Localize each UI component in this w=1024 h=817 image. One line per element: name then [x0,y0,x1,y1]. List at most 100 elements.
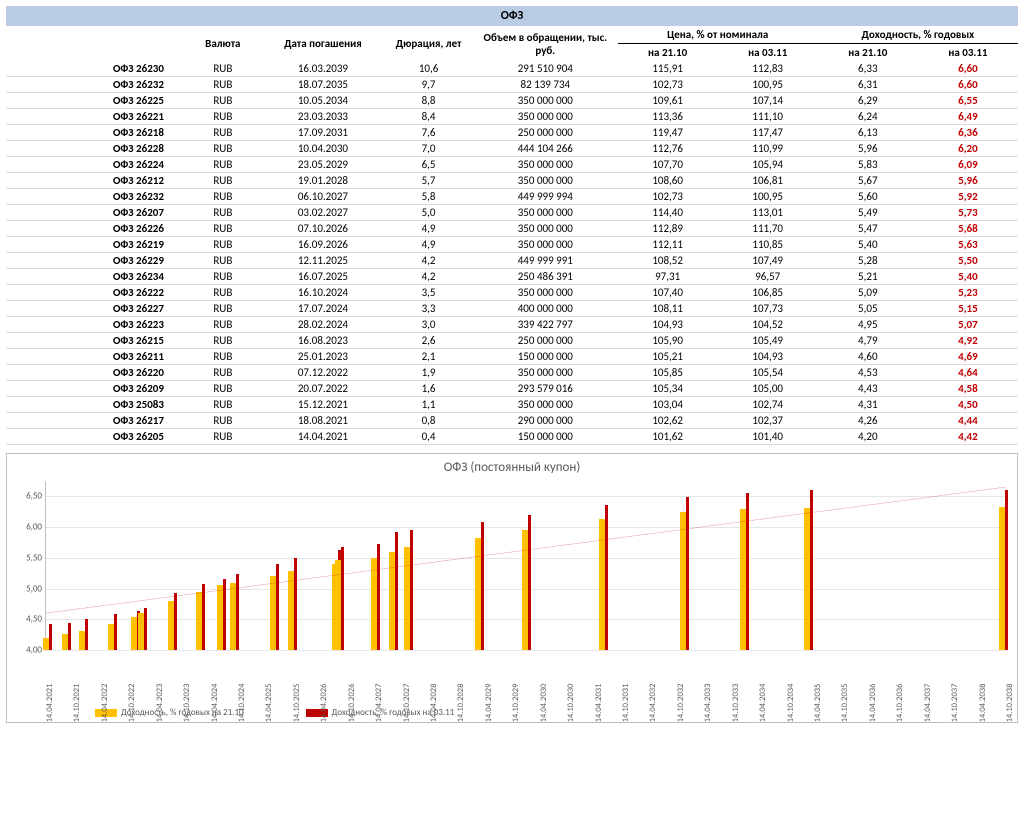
cell-yield-1: 4,43 [818,381,918,397]
cell-price-2: 110,99 [718,141,818,157]
x-tick-label: 14.04.2024 [210,684,212,723]
cell-yield-2: 4,42 [918,429,1018,445]
bar-series-2 [481,522,484,650]
cell-currency: RUB [184,221,262,237]
cell-yield-2: 4,44 [918,413,1018,429]
cell-yield-1: 5,96 [818,141,918,157]
cell-currency: RUB [184,317,262,333]
cell-yield-2: 5,96 [918,173,1018,189]
cell-duration: 3,3 [384,301,473,317]
x-tick-label: 14.10.2022 [127,684,129,723]
cell-price-2: 111,10 [718,109,818,125]
cell-maturity: 23.05.2029 [262,157,384,173]
cell-yield-1: 5,67 [818,173,918,189]
bar-series-2 [1005,490,1008,650]
cell-maturity: 28.02.2024 [262,317,384,333]
cell-price-2: 113,01 [718,205,818,221]
cell-name: ОФЗ 26212 [6,173,184,189]
cell-volume: 350 000 000 [473,109,618,125]
cell-price-1: 105,90 [618,333,718,349]
cell-price-1: 114,40 [618,205,718,221]
header-maturity: Дата погашения [262,26,384,61]
cell-name: ОФЗ 26226 [6,221,184,237]
cell-price-2: 102,74 [718,397,818,413]
cell-yield-2: 4,50 [918,397,1018,413]
chart-x-axis: 14.04.202114.10.202114.04.202214.10.2022… [45,651,1005,705]
cell-duration: 5,0 [384,205,473,221]
cell-price-2: 110,85 [718,237,818,253]
cell-volume: 350 000 000 [473,221,618,237]
cell-volume: 250 000 000 [473,333,618,349]
cell-yield-1: 6,29 [818,93,918,109]
cell-volume: 350 000 000 [473,173,618,189]
cell-volume: 449 999 994 [473,189,618,205]
cell-yield-1: 6,13 [818,125,918,141]
x-tick-label: 14.10.2037 [950,684,952,723]
cell-name: ОФЗ 26232 [6,77,184,93]
legend-series-1: Доходность, % годовых на 21.10 [95,707,244,718]
cell-name: ОФЗ 26225 [6,93,184,109]
table-row: ОФЗ 26232RUB06.10.20275,8449 999 994102,… [6,189,1018,205]
cell-yield-2: 6,49 [918,109,1018,125]
x-tick-label: 14.04.2022 [100,684,102,723]
x-tick-label: 14.10.2021 [72,684,74,723]
bar-series-2 [605,505,608,650]
cell-price-2: 107,73 [718,301,818,317]
cell-volume: 82 139 734 [473,77,618,93]
x-tick-label: 14.04.2036 [868,684,870,723]
cell-volume: 400 000 000 [473,301,618,317]
x-tick-label: 14.10.2031 [621,684,623,723]
y-tick-label: 4,00 [18,645,42,656]
x-tick-label: 14.04.2029 [484,684,486,723]
x-tick-label: 14.04.2023 [155,684,157,723]
table-row: ОФЗ 26234RUB16.07.20254,2250 486 39197,3… [6,269,1018,285]
cell-name: ОФЗ 26227 [6,301,184,317]
cell-price-1: 107,40 [618,285,718,301]
table-row: ОФЗ 26205RUB14.04.20210,4150 000 000101,… [6,429,1018,445]
cell-volume: 293 579 016 [473,381,618,397]
cell-currency: RUB [184,109,262,125]
cell-yield-2: 6,60 [918,77,1018,93]
cell-price-2: 104,93 [718,349,818,365]
cell-price-2: 105,54 [718,365,818,381]
cell-yield-1: 5,60 [818,189,918,205]
header-yield-group: Доходность, % годовых [818,26,1018,44]
cell-currency: RUB [184,429,262,445]
cell-yield-2: 5,23 [918,285,1018,301]
cell-currency: RUB [184,365,262,381]
cell-volume: 350 000 000 [473,93,618,109]
y-tick-label: 5,50 [18,552,42,563]
table-row: ОФЗ 26224RUB23.05.20296,5350 000 000107,… [6,157,1018,173]
chart-title: ОФЗ (постоянный купон) [15,458,1009,481]
cell-price-1: 108,60 [618,173,718,189]
cell-name: ОФЗ 26217 [6,413,184,429]
cell-price-1: 104,93 [618,317,718,333]
cell-yield-1: 6,31 [818,77,918,93]
cell-name: ОФЗ 26209 [6,381,184,397]
cell-price-2: 101,40 [718,429,818,445]
cell-volume: 350 000 000 [473,285,618,301]
x-tick-label: 14.10.2024 [237,684,239,723]
cell-currency: RUB [184,141,262,157]
cell-maturity: 14.04.2021 [262,429,384,445]
cell-name: ОФЗ 26224 [6,157,184,173]
header-price-d2: на 03.11 [718,44,818,62]
x-tick-label: 14.04.2026 [319,684,321,723]
x-tick-label: 14.04.2021 [45,684,47,723]
bar-series-2 [202,584,205,650]
cell-name: ОФЗ 26221 [6,109,184,125]
bar-series-2 [746,493,749,650]
x-tick-label: 14.04.2033 [703,684,705,723]
cell-price-1: 101,62 [618,429,718,445]
cell-price-1: 113,36 [618,109,718,125]
cell-maturity: 16.07.2025 [262,269,384,285]
cell-yield-1: 5,05 [818,301,918,317]
header-yield-d2: на 03.11 [918,44,1018,62]
cell-maturity: 15.12.2021 [262,397,384,413]
cell-maturity: 07.12.2022 [262,365,384,381]
bar-series-2 [341,547,344,650]
bar-series-2 [686,497,689,650]
cell-name: ОФЗ 26228 [6,141,184,157]
table-row: ОФЗ 26212RUB19.01.20285,7350 000 000108,… [6,173,1018,189]
cell-volume: 291 510 904 [473,61,618,77]
